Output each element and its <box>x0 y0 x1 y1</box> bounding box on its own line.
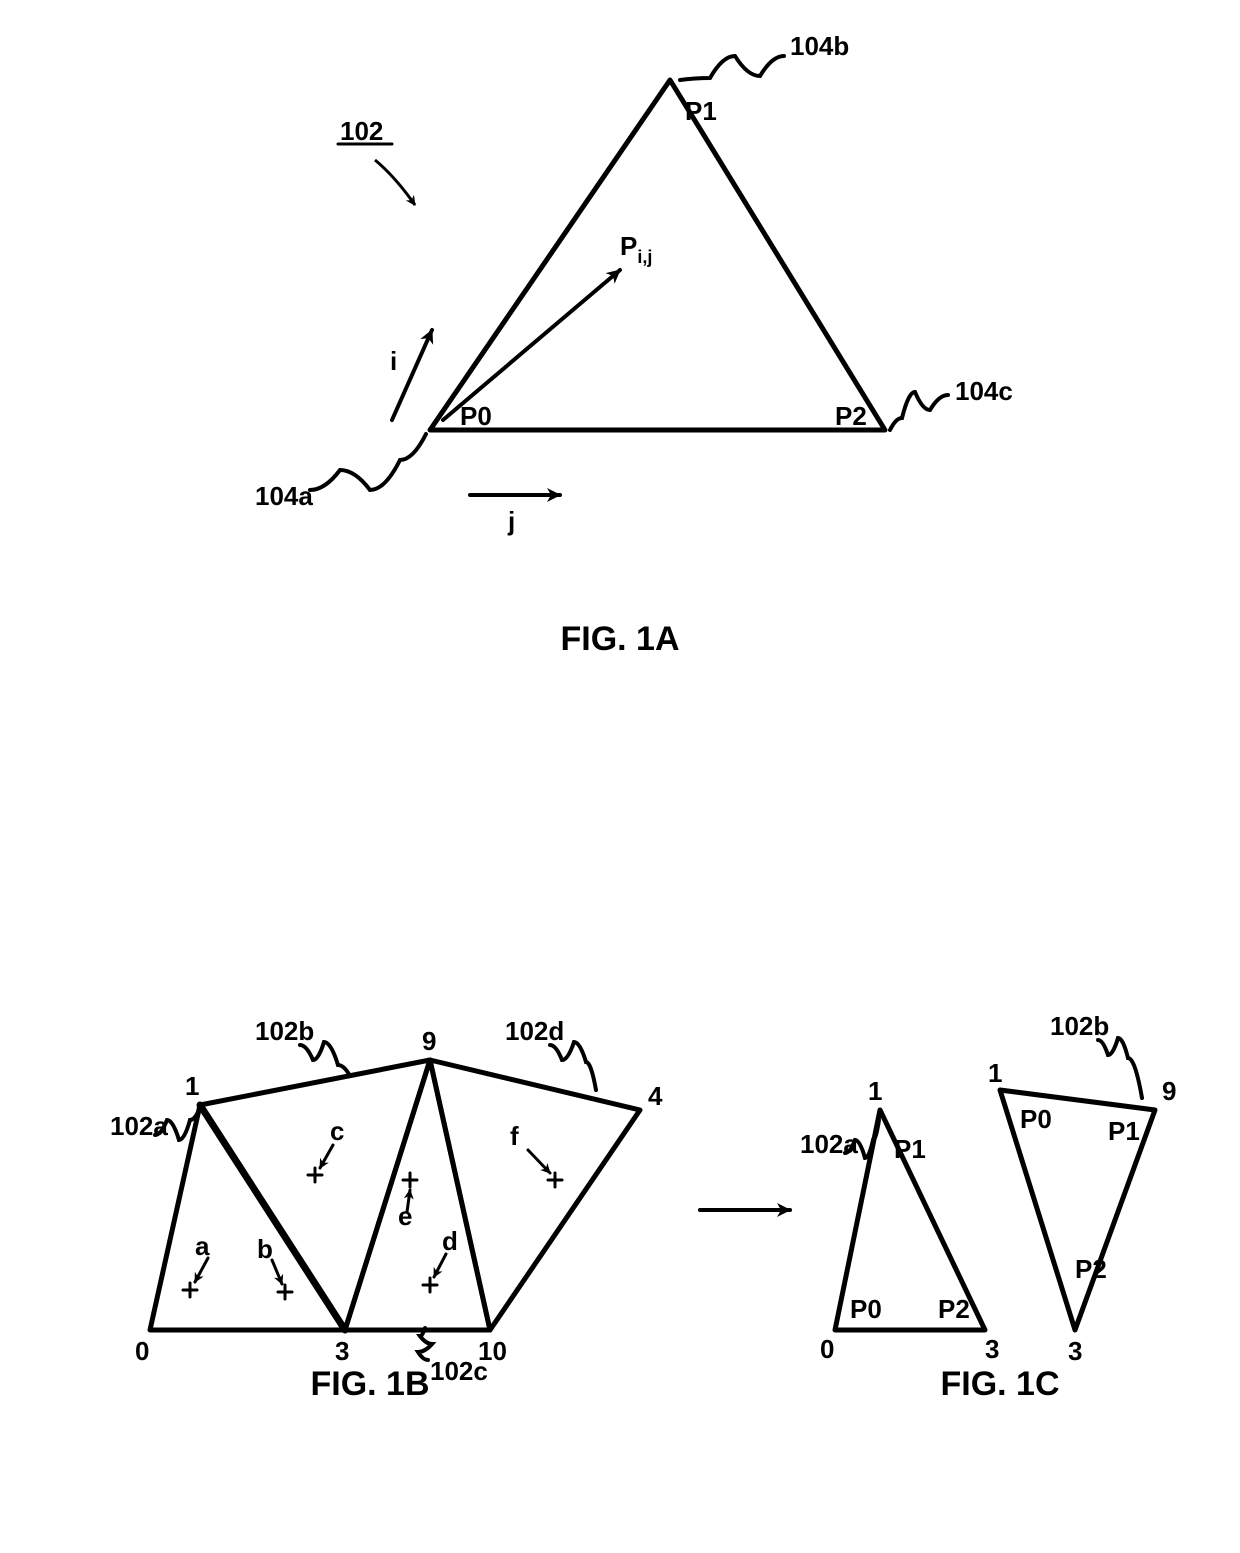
fig1a-i-label: i <box>390 346 397 376</box>
fig1b-vlabel-9: 9 <box>422 1026 436 1056</box>
fig1a-ref102-arrow <box>375 160 415 205</box>
fig1c-tri1-p-P0: P0 <box>850 1294 882 1324</box>
fig1b-callout-b: 102b <box>255 1016 314 1046</box>
fig1b-marker-arrow-a <box>195 1258 208 1282</box>
fig1b-triangle-d <box>430 1060 640 1330</box>
fig1b-vlabel-4: 4 <box>648 1081 663 1111</box>
fig1c-tri2-p-P2: P2 <box>1075 1254 1107 1284</box>
fig1b-marker-label-c: c <box>330 1116 344 1146</box>
fig1b-vlabel-1: 1 <box>185 1071 199 1101</box>
fig1a-callout-b: 104b <box>790 31 849 61</box>
fig1a-i-arrow <box>392 330 432 420</box>
fig1a-triangle <box>430 80 885 430</box>
fig1a-vertex-P0: P0 <box>460 401 492 431</box>
fig1c-tri1-num-0: 0 <box>820 1334 834 1364</box>
fig1b-marker-arrow-b <box>272 1260 282 1284</box>
fig1b-callout-a: 102a <box>110 1111 168 1141</box>
fig1b-triangle-c <box>345 1060 490 1330</box>
fig1c-tri2-callout-wave <box>1098 1038 1142 1098</box>
fig1c-tri2-num-1: 1 <box>988 1058 1002 1088</box>
fig1b-callout-d: 102d <box>505 1016 564 1046</box>
fig1b-heavy-edge-1-3 <box>200 1105 345 1330</box>
fig1c-tri1-p-P2: P2 <box>938 1294 970 1324</box>
page: P0 P1 P2 Pi,j i j 102 104a 104b 104c FIG. 1A 0 1 3 4 9 1… <box>0 0 1240 1553</box>
fig1b-title: FIG. 1B <box>310 1365 429 1403</box>
fig1b-marker-arrow-f <box>528 1150 550 1173</box>
fig1b-marker-label-b: b <box>257 1234 273 1264</box>
fig1c-tri2-num-3: 3 <box>1068 1336 1082 1366</box>
fig1b-marker-label-f: f <box>510 1121 519 1151</box>
fig1c-tri2-p-P0: P0 <box>1020 1104 1052 1134</box>
fig1b-callout-c: 102c <box>430 1356 488 1386</box>
fig1b-callout-wave-d <box>550 1042 596 1090</box>
fig1a-title: FIG. 1A <box>560 620 679 658</box>
fig1b-marker-arrow-c <box>320 1145 333 1168</box>
fig1a-interior-arrow <box>443 270 620 420</box>
diagram-svg: P0 P1 P2 Pi,j i j 102 104a 104b 104c FIG. 1A 0 1 3 4 9 1… <box>0 0 1240 1553</box>
fig1a-callout-c: 104c <box>955 376 1013 406</box>
fig1a-callout-a: 104a <box>255 481 313 511</box>
fig1c-title: FIG. 1C <box>940 1365 1059 1403</box>
fig1c-tri1-callout: 102a <box>800 1129 858 1159</box>
fig1b-marker-arrow-d <box>434 1254 446 1277</box>
fig1a-j-label: j <box>507 506 515 536</box>
fig1a-callout-wave-b <box>680 56 784 80</box>
fig1c-tri2-num-9: 9 <box>1162 1076 1176 1106</box>
fig1b-marker-label-e: e <box>398 1201 412 1231</box>
fig1c-tri1-num-1: 1 <box>868 1076 882 1106</box>
fig1c-tri2-p-P1: P1 <box>1108 1116 1140 1146</box>
fig1a-vertex-P2: P2 <box>835 401 867 431</box>
fig1b-callout-wave-b <box>300 1042 350 1076</box>
fig1c-tri1-p-P1: P1 <box>894 1134 926 1164</box>
fig1b-vlabel-0: 0 <box>135 1336 149 1366</box>
fig1b-vlabel-3: 3 <box>335 1336 349 1366</box>
fig1a-callout-wave-c <box>890 392 948 430</box>
fig1b-marker-label-a: a <box>195 1231 210 1261</box>
fig1a-ref102: 102 <box>340 116 383 146</box>
fig1a-vertex-P1: P1 <box>685 96 717 126</box>
fig1a-callout-wave-a <box>310 434 426 490</box>
fig1c-tri2-callout: 102b <box>1050 1011 1109 1041</box>
fig1b-marker-label-d: d <box>442 1226 458 1256</box>
fig1c-tri1-num-3: 3 <box>985 1334 999 1364</box>
fig1a-pij-label: Pi,j <box>620 231 652 267</box>
